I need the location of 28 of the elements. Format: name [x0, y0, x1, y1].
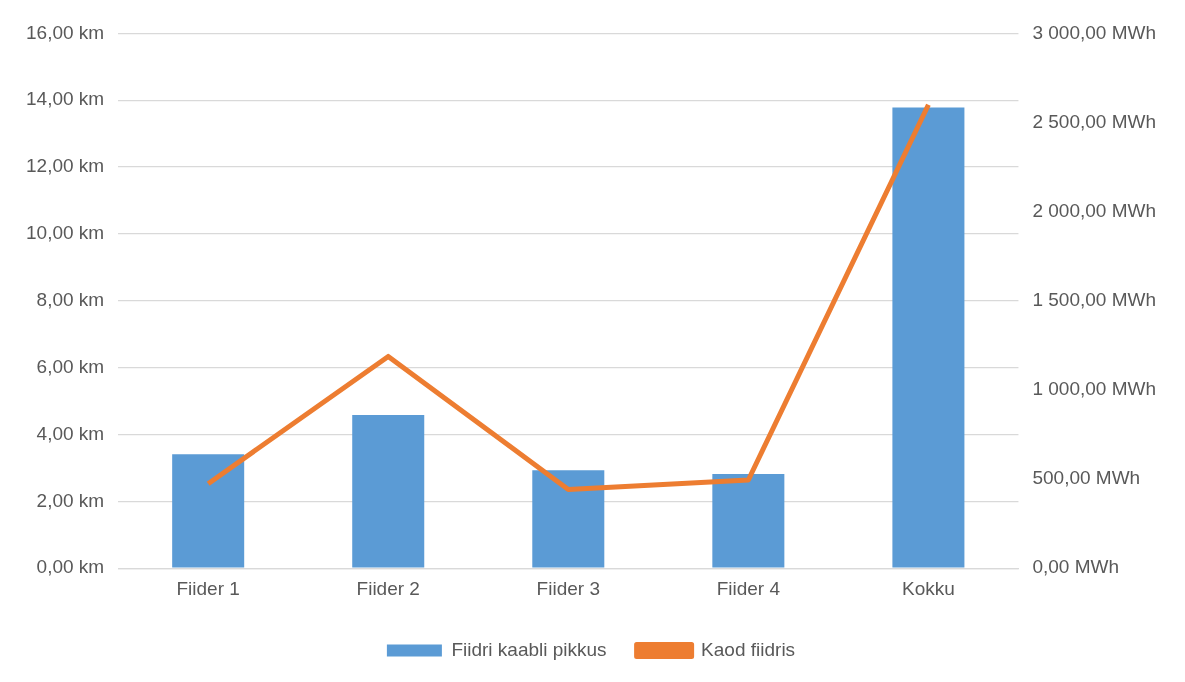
- x-tick-label: Fiider 4: [716, 577, 781, 599]
- legend-label: Kaod fiidris: [701, 638, 796, 660]
- y-tick-label: 6,00 km: [36, 355, 105, 377]
- y-tick-label: 16,00 km: [26, 21, 105, 43]
- y-tick-label: 10,00 km: [26, 222, 105, 244]
- y-tick-label: 2,00 km: [36, 489, 105, 511]
- y2-tick-label: 1 000,00 MWh: [1032, 378, 1157, 400]
- y2-tick-label: 500,00 MWh: [1032, 467, 1141, 489]
- y2-tick-label: 3 000,00 MWh: [1032, 21, 1157, 43]
- bar: [532, 470, 605, 568]
- x-tick-label: Fiider 1: [176, 577, 240, 599]
- y-tick-label: 8,00 km: [36, 289, 105, 311]
- y2-tick-label: 1 500,00 MWh: [1032, 289, 1157, 311]
- bar: [172, 454, 245, 568]
- bar: [352, 415, 425, 568]
- bar: [892, 107, 965, 568]
- y-tick-label: 4,00 km: [36, 422, 105, 444]
- x-tick-label: Kokku: [902, 577, 955, 599]
- y2-tick-label: 2 000,00 MWh: [1032, 199, 1157, 221]
- y-tick-label: 14,00 km: [26, 88, 105, 110]
- y-tick-label: 0,00 km: [36, 556, 105, 578]
- x-tick-label: Fiider 2: [356, 577, 420, 599]
- legend-label: Fiidri kaabli pikkus: [451, 638, 607, 660]
- y2-tick-label: 0,00 MWh: [1032, 556, 1120, 578]
- bar: [712, 473, 785, 568]
- y2-tick-label: 2 500,00 MWh: [1032, 110, 1157, 132]
- x-tick-label: Fiider 3: [536, 577, 600, 599]
- y-tick-label: 12,00 km: [26, 155, 105, 177]
